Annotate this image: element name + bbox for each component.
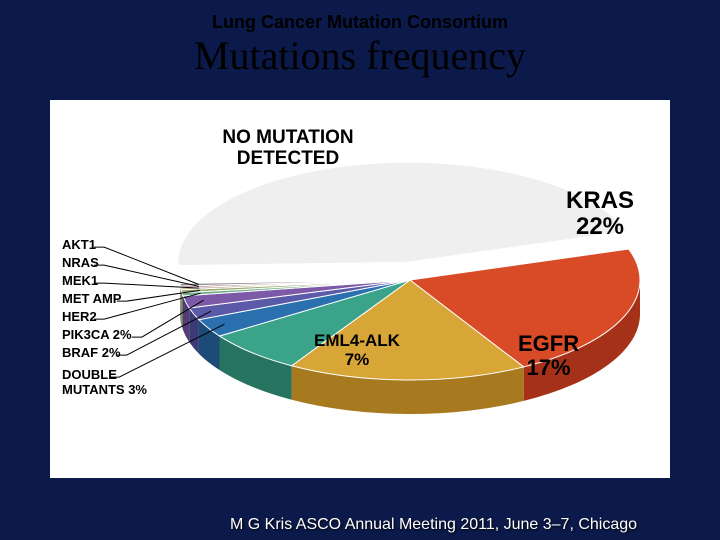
label-met_amp: MET AMP xyxy=(62,292,121,307)
label-eml4-alk: EML4-ALK 7% xyxy=(314,332,400,369)
label-text: EML4-ALK xyxy=(314,331,400,350)
chart-panel: NO MUTATION DETECTED KRAS 22% EGFR 17% E… xyxy=(50,100,670,478)
label-pct: 7% xyxy=(314,351,400,370)
label-her2: HER2 xyxy=(62,310,97,325)
pie-side-met_amp xyxy=(181,290,182,327)
label-pct: 22% xyxy=(566,214,634,240)
footer-citation: M G Kris ASCO Annual Meeting 2011, June … xyxy=(230,516,637,534)
label-mek1: MEK1 xyxy=(62,274,98,289)
page-title: Mutations frequency xyxy=(0,32,720,79)
label-akt1: AKT1 xyxy=(62,238,96,253)
pie-slice-no_mutation xyxy=(178,162,627,265)
label-pct: 17% xyxy=(518,356,579,380)
label-pik3ca: PIK3CA 2% xyxy=(62,328,132,343)
label-text: NO MUTATION DETECTED xyxy=(222,127,353,169)
label-double_mutants: DOUBLE xyxy=(62,368,117,383)
label-text: KRAS xyxy=(566,187,634,214)
label-text: EGFR xyxy=(518,331,579,356)
label-egfr: EGFR 17% xyxy=(518,332,579,380)
label-kras: KRAS 22% xyxy=(566,188,634,241)
label-nras: NRAS xyxy=(62,256,99,271)
label-braf: BRAF 2% xyxy=(62,346,121,361)
label-double_mutants2: MUTANTS 3% xyxy=(62,383,147,398)
subtitle: Lung Cancer Mutation Consortium xyxy=(0,12,720,33)
label-no-mutation: NO MUTATION DETECTED xyxy=(208,128,368,170)
